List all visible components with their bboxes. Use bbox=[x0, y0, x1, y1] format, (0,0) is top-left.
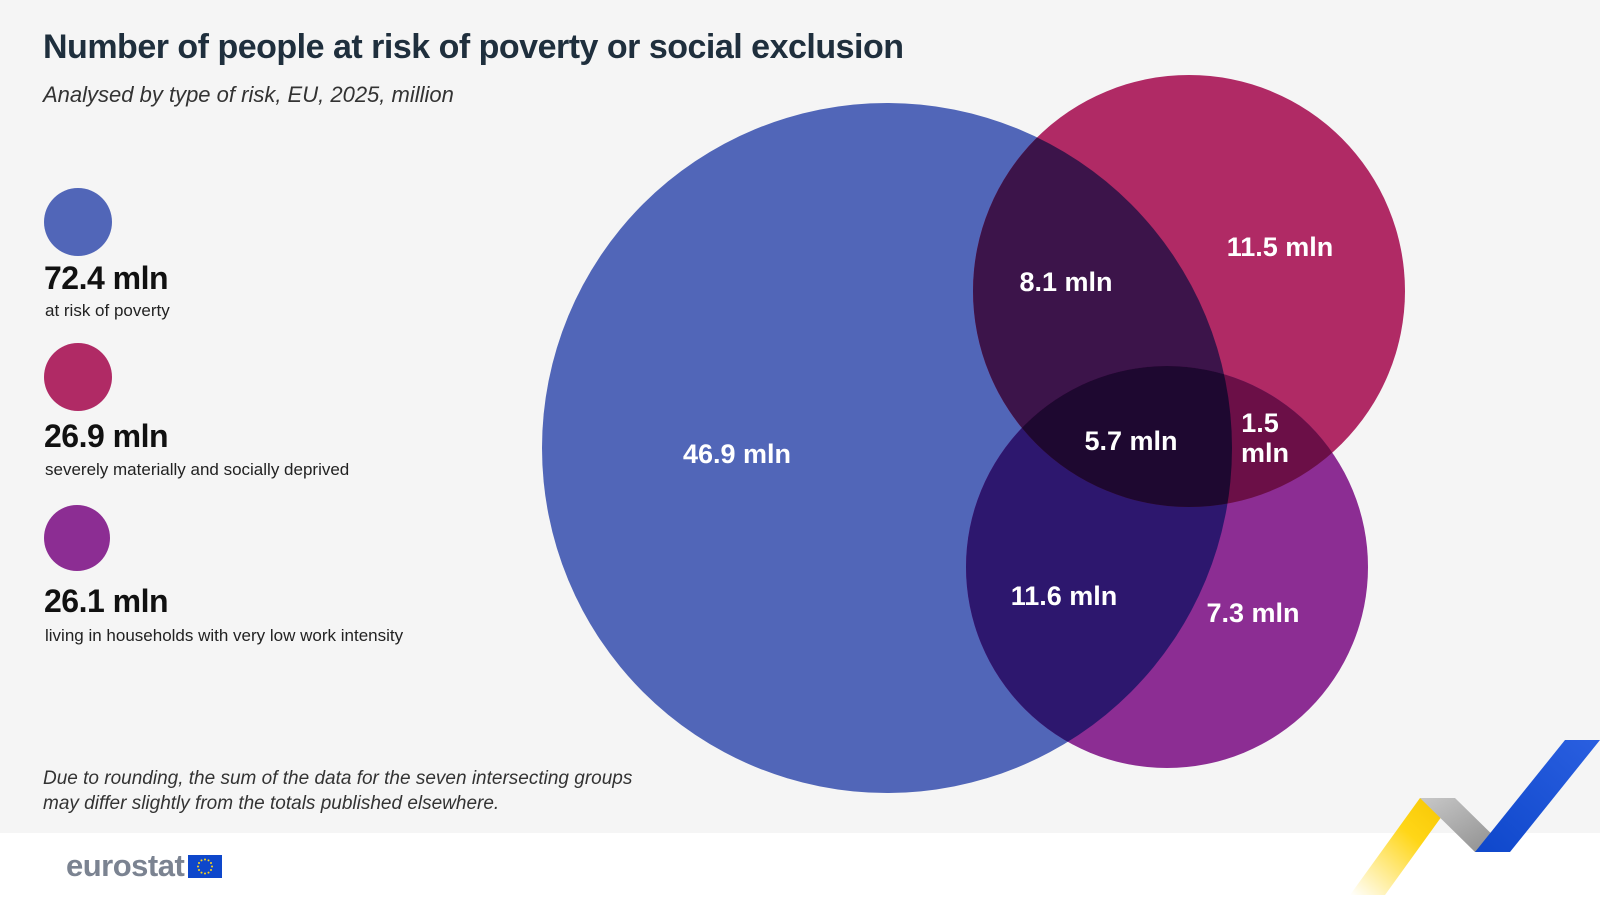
chart-subtitle: Analysed by type of risk, EU, 2025, mill… bbox=[43, 82, 454, 107]
legend-value-deprived: 26.9 mln bbox=[44, 418, 169, 454]
venn-diagram: 46.9 mln 11.5 mln 8.1 mln 5.7 mln 1.5 ml… bbox=[542, 75, 1405, 793]
overlap-all-three bbox=[973, 366, 1232, 507]
label-poverty-work: 11.6 mln bbox=[1011, 581, 1118, 611]
legend-label-poverty: at risk of poverty bbox=[45, 301, 170, 320]
legend-value-poverty: 72.4 mln bbox=[44, 260, 169, 296]
ribbon-yellow bbox=[1350, 798, 1455, 895]
label-work-only: 7.3 mln bbox=[1206, 598, 1299, 628]
legend-dot-poverty bbox=[44, 188, 112, 256]
legend-label-work-intensity: living in households with very low work … bbox=[45, 626, 404, 645]
footnote: Due to rounding, the sum of the data for… bbox=[43, 768, 633, 814]
label-deprived-work-line1: 1.5 bbox=[1241, 408, 1279, 438]
chart-title: Number of people at risk of poverty or s… bbox=[43, 28, 904, 66]
decorative-ribbon bbox=[1350, 740, 1600, 895]
legend-dot-deprived bbox=[44, 343, 112, 411]
logo-text: eurostat bbox=[66, 848, 185, 883]
legend-value-work-intensity: 26.1 mln bbox=[44, 583, 169, 619]
label-deprived-only: 11.5 mln bbox=[1227, 232, 1334, 262]
legend-dot-work-intensity bbox=[44, 505, 110, 571]
eurostat-logo: eurostat bbox=[66, 848, 223, 884]
label-poverty-deprived: 8.1 mln bbox=[1019, 267, 1112, 297]
label-poverty-only: 46.9 mln bbox=[683, 439, 791, 469]
label-all-three: 5.7 mln bbox=[1084, 426, 1177, 456]
legend-label-deprived: severely materially and socially deprive… bbox=[45, 460, 350, 479]
eu-flag-icon bbox=[188, 854, 223, 878]
label-deprived-work-line2: mln bbox=[1241, 438, 1289, 468]
ribbon-blue bbox=[1475, 740, 1600, 852]
